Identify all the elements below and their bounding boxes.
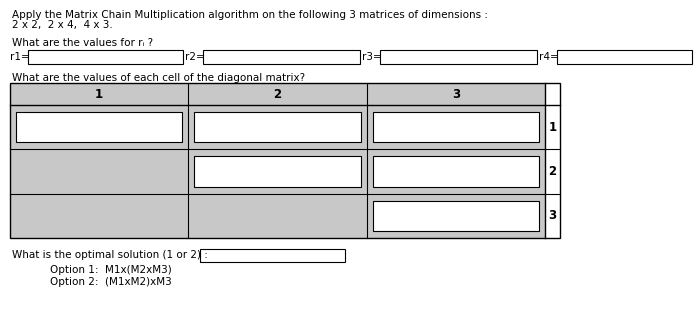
- Text: Apply the Matrix Chain Multiplication algorithm on the following 3 matrices of d: Apply the Matrix Chain Multiplication al…: [12, 10, 488, 20]
- Text: Option 2:  (M1xM2)xM3: Option 2: (M1xM2)xM3: [50, 277, 172, 287]
- Text: 3: 3: [452, 88, 460, 100]
- Text: 1: 1: [95, 88, 103, 100]
- Text: 2: 2: [548, 165, 556, 178]
- Bar: [16, 112, 182, 142]
- Text: Option 1:  M1x(M2xM3): Option 1: M1x(M2xM3): [50, 265, 172, 275]
- Bar: [557, 50, 692, 64]
- Text: 1: 1: [548, 121, 556, 134]
- Bar: [195, 112, 360, 142]
- Text: 2 x 2,  2 x 4,  4 x 3.: 2 x 2, 2 x 4, 4 x 3.: [12, 20, 113, 30]
- Text: r3=: r3=: [362, 52, 382, 62]
- Bar: [203, 50, 360, 64]
- Text: What are the values of each cell of the diagonal matrix?: What are the values of each cell of the …: [12, 73, 305, 83]
- Bar: [10, 83, 545, 238]
- Text: r1=: r1=: [10, 52, 29, 62]
- Bar: [380, 50, 537, 64]
- Text: 2: 2: [274, 88, 281, 100]
- Bar: [28, 50, 183, 64]
- Bar: [372, 112, 539, 142]
- Bar: [200, 249, 345, 262]
- Text: r4=: r4=: [539, 52, 559, 62]
- Bar: [545, 83, 560, 238]
- Text: 3: 3: [548, 209, 556, 222]
- Text: r2=: r2=: [185, 52, 204, 62]
- Text: What is the optimal solution (1 or 2) :: What is the optimal solution (1 or 2) :: [12, 250, 208, 260]
- Bar: [372, 156, 539, 187]
- Bar: [195, 156, 360, 187]
- Bar: [372, 201, 539, 231]
- Text: What are the values for rᵢ ?: What are the values for rᵢ ?: [12, 38, 153, 48]
- Bar: [10, 83, 560, 238]
